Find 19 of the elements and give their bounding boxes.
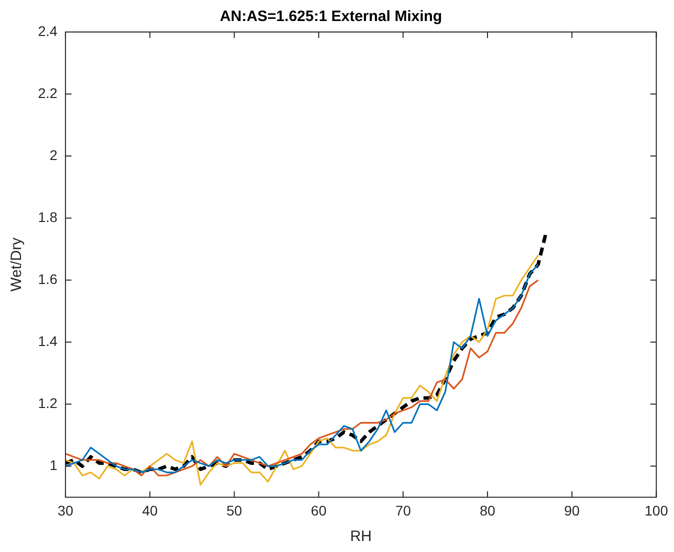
y-tick-label: 1.4 — [38, 332, 58, 349]
y-tick-label: 2.4 — [38, 22, 58, 39]
y-tick-label: 1 — [50, 457, 58, 474]
y-axis-title: Wet/Dry — [8, 237, 26, 292]
chart-title: AN:AS=1.625:1 External Mixing — [220, 8, 442, 26]
x-tick-label: 70 — [395, 502, 412, 518]
x-tick-label: 30 — [58, 502, 74, 518]
y-tick-label: 1.8 — [38, 208, 58, 225]
x-axis-title: RH — [350, 528, 372, 546]
x-tick-label: 100 — [644, 502, 668, 518]
y-tick-label: 2.2 — [38, 84, 58, 101]
x-tick-label: 80 — [480, 502, 496, 518]
x-tick-label: 90 — [564, 502, 580, 518]
x-tick-label: 50 — [226, 502, 242, 518]
x-tick-label: 60 — [310, 502, 327, 518]
y-tick-label: 1.2 — [38, 395, 58, 412]
y-tick-label: 1.6 — [38, 270, 58, 287]
y-tick-label: 2 — [50, 146, 58, 163]
x-tick-label: 40 — [142, 502, 158, 518]
